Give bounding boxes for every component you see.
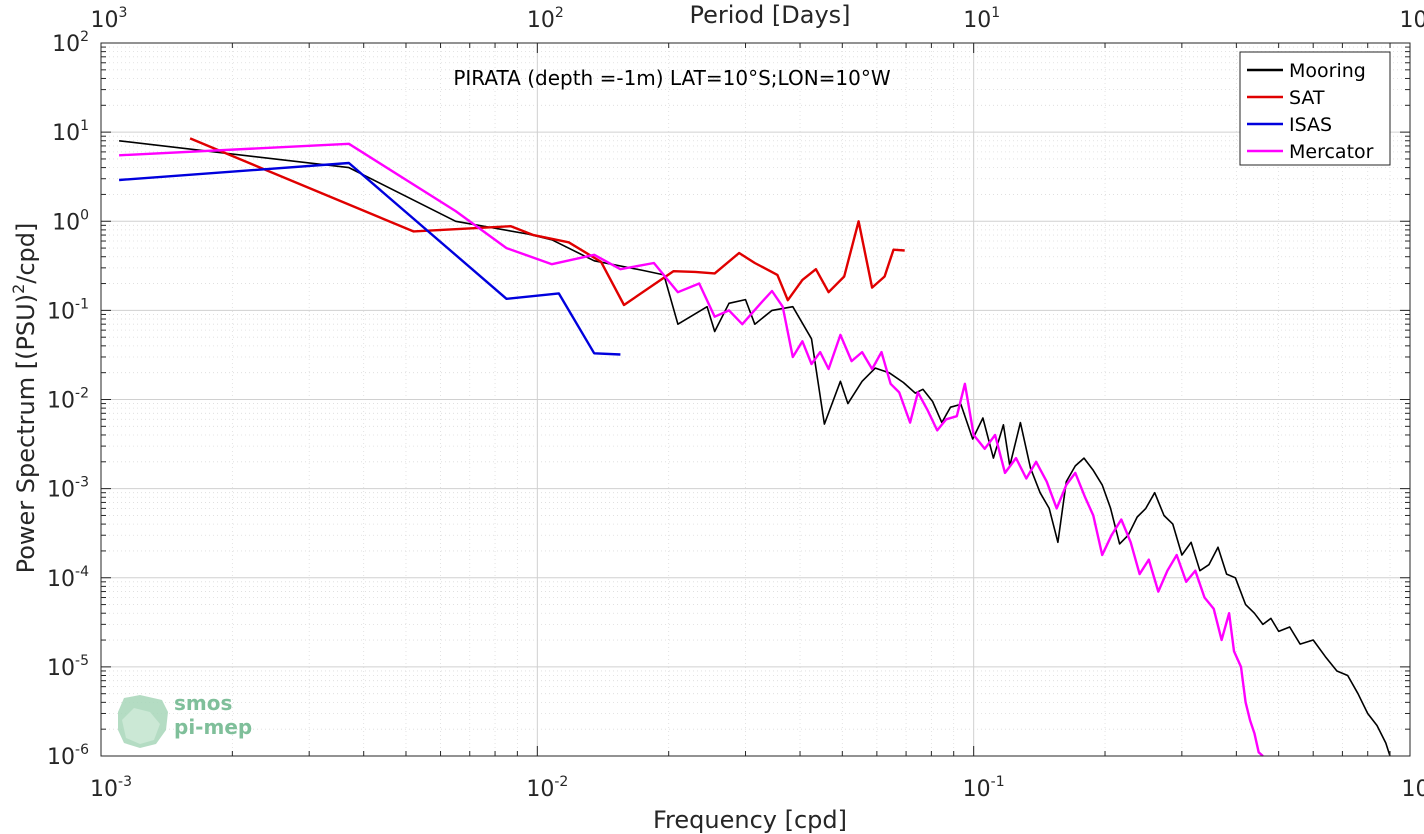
top-axis-label: Period [Days] bbox=[689, 1, 850, 29]
top-tick-label: 100 bbox=[1400, 5, 1424, 33]
series-line-mooring bbox=[119, 140, 1391, 757]
logo-line1: smos bbox=[174, 691, 232, 715]
logo-wave-shape-2 bbox=[122, 708, 160, 744]
y-tick-label: 100 bbox=[52, 207, 89, 235]
y-tick-label: 102 bbox=[52, 29, 89, 57]
x-tick-label: 10-3 bbox=[90, 774, 132, 802]
legend-label-isas: ISAS bbox=[1289, 114, 1332, 136]
smos-pi-mep-logo: smos pi-mep bbox=[118, 691, 252, 748]
top-tick-label: 103 bbox=[91, 5, 128, 33]
legend-label-sat: SAT bbox=[1289, 87, 1325, 109]
y-axis-label: Power Spectrum [(PSU)2/cpd] bbox=[9, 223, 40, 574]
x-tick-label: 100 bbox=[1402, 774, 1424, 802]
y-axis-label-sup: 2 bbox=[9, 284, 28, 294]
y-tick-label: 10-3 bbox=[47, 475, 89, 503]
y-tick-label: 10-5 bbox=[47, 653, 89, 681]
y-tick-label: 101 bbox=[52, 118, 89, 146]
series-line-isas bbox=[119, 161, 621, 356]
y-tick-label: 10-4 bbox=[47, 564, 89, 592]
chart-title: PIRATA (depth =-1m) LAT=10°S;LON=10°W bbox=[453, 66, 891, 90]
series-layer bbox=[119, 137, 1391, 757]
y-tick-label: 10-6 bbox=[47, 742, 89, 770]
logo-line2: pi-mep bbox=[174, 715, 252, 739]
top-tick-label: 102 bbox=[527, 5, 564, 33]
series-line-sat bbox=[189, 137, 905, 307]
y-tick-label: 10-1 bbox=[47, 296, 89, 324]
legend-label-mercator: Mercator bbox=[1289, 141, 1374, 163]
legend-label-mooring: Mooring bbox=[1289, 60, 1366, 82]
y-tick-label: 10-2 bbox=[47, 386, 89, 414]
ticks-layer bbox=[100, 42, 1411, 757]
x-tick-label: 10-2 bbox=[526, 774, 568, 802]
legend: Mooring SAT ISAS Mercator bbox=[1239, 51, 1391, 166]
top-tick-label: 101 bbox=[963, 5, 1000, 33]
tick-labels: 10-310-210-110010310210110010210110010-1… bbox=[47, 5, 1424, 802]
x-tick-label: 10-1 bbox=[963, 774, 1005, 802]
major-grid bbox=[100, 42, 1411, 757]
series-line-mercator bbox=[119, 142, 1264, 757]
x-axis-label: Frequency [cpd] bbox=[653, 806, 847, 834]
